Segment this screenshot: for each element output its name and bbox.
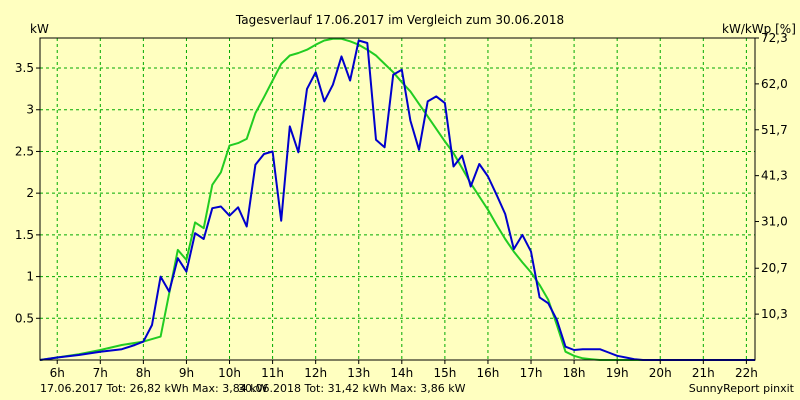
x-tick-label: 13h xyxy=(347,366,370,380)
x-tick-label: 17h xyxy=(520,366,543,380)
x-tick-label: 9h xyxy=(179,366,194,380)
y-tick-label-right: 51,7 xyxy=(761,123,788,137)
x-tick-label: 22h xyxy=(735,366,758,380)
axis-layer: 6h 7h 8h 9h 10h 11h 12h 13h 14h 15h 16h 17h 18h 19h 20… xyxy=(15,31,788,380)
y-tick-label-right: 41,3 xyxy=(761,169,788,183)
y-tick-label-left: 3 xyxy=(26,103,34,117)
x-tick-label: 8h xyxy=(136,366,151,380)
y-tick-label-left: 1 xyxy=(26,270,34,284)
plot-frame xyxy=(39,37,756,361)
y-tick-label-right: 31,0 xyxy=(761,215,788,229)
y-axis-label-right: kW/kWp [%] xyxy=(722,22,796,36)
x-tick-label: 15h xyxy=(433,366,456,380)
x-tick-label: 12h xyxy=(304,366,327,380)
x-tick-label: 19h xyxy=(606,366,629,380)
y-tick-label-left: 2 xyxy=(26,186,34,200)
x-tick-label: 20h xyxy=(649,366,672,380)
x-tick-label: 7h xyxy=(93,366,108,380)
x-tick-label: 14h xyxy=(390,366,413,380)
y-tick-label-left: 2.5 xyxy=(15,144,34,158)
y-tick-label-left: 0.5 xyxy=(15,311,34,325)
grid-layer xyxy=(40,38,755,360)
y-tick-label-left: 3.5 xyxy=(15,61,34,75)
y-tick-label-left: 1.5 xyxy=(15,228,34,242)
y-tick-label-right: 20,7 xyxy=(761,261,788,275)
legend-entry-2017: 17.06.2017 Tot: 26,82 kWh Max: 3,84 kW xyxy=(40,382,268,395)
y-tick-label-right: 72,3 xyxy=(761,31,788,45)
chart-title: Tagesverlauf 17.06.2017 im Vergleich zum… xyxy=(235,13,564,27)
y-tick-label-right: 10,3 xyxy=(761,307,788,321)
y-axis-label-left: kW xyxy=(30,22,49,36)
x-tick-label: 21h xyxy=(692,366,715,380)
footer-credit: SunnyReport pinxit xyxy=(689,382,795,395)
x-tick-label: 11h xyxy=(261,366,284,380)
series-line-17.06.2017 xyxy=(39,39,755,361)
y-tick-label-right: 62,0 xyxy=(761,77,788,91)
x-tick-label: 6h xyxy=(50,366,65,380)
x-tick-label: 10h xyxy=(218,366,241,380)
legend-entry-2018: 30.06.2018 Tot: 31,42 kWh Max: 3,86 kW xyxy=(238,382,466,395)
x-tick-label: 18h xyxy=(563,366,586,380)
x-tick-label: 16h xyxy=(477,366,500,380)
